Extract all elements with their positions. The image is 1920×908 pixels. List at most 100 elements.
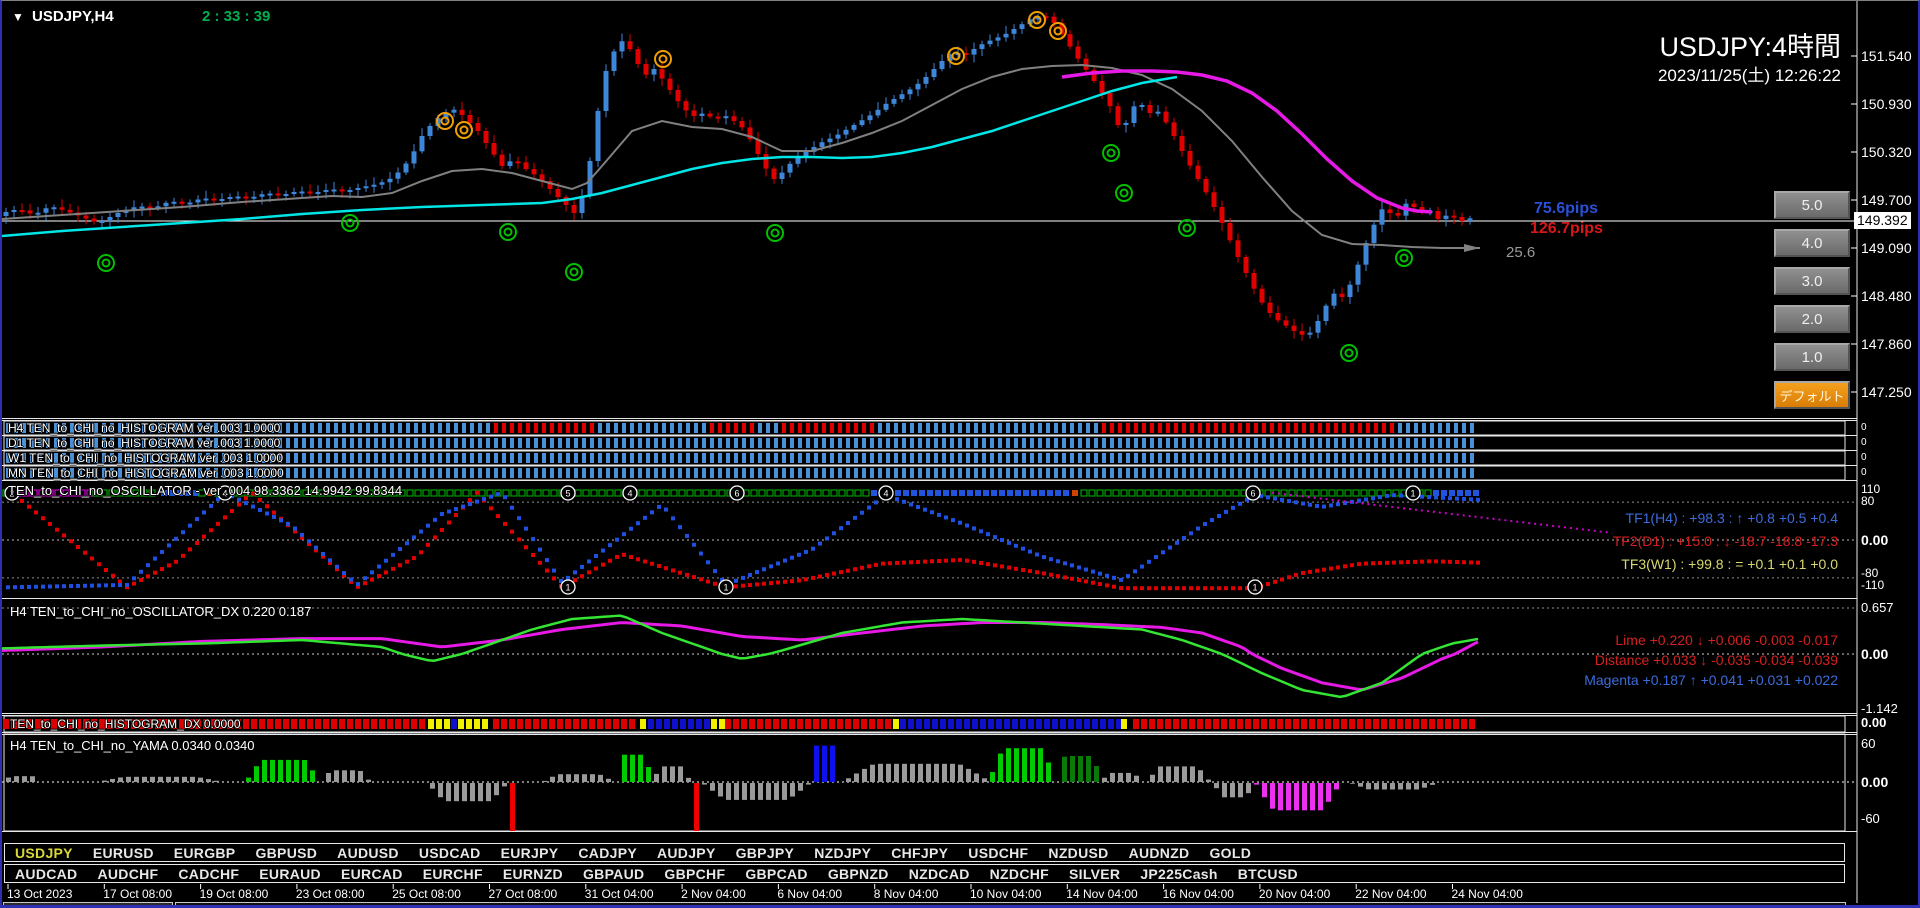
dx-readout-row: Magenta +0.187 ↑ +0.041 +0.031 +0.022 — [1584, 672, 1838, 688]
time-axis[interactable]: 13 Oct 2023 17 Oct 08:00 19 Oct 08:00 23 Oc… — [2, 885, 1847, 903]
tf-readout-row: TF3(W1) : +99.8 : = +0.1 +0.1 +0.0 — [1621, 556, 1838, 572]
svg-text:4: 4 — [222, 489, 227, 499]
symbol-tab-NZDJPY[interactable]: NZDJPY — [814, 844, 872, 861]
candle-timer: 2 : 33 : 39 — [202, 8, 271, 25]
pips-button-1.0[interactable]: 1.0 — [1774, 343, 1850, 371]
pips-button-2.0[interactable]: 2.0 — [1774, 305, 1850, 333]
svg-text:4: 4 — [883, 489, 888, 499]
tf-readout-row: TF1(H4) : +98.3 : ↑ +0.8 +0.5 +0.4 — [1625, 510, 1838, 526]
symbol-tab-CHFJPY[interactable]: CHFJPY — [891, 844, 949, 861]
symbol-tab-USDCHF[interactable]: USDCHF — [968, 844, 1029, 861]
svg-text:1: 1 — [723, 583, 728, 593]
subwindow-axis-label: -1.142 — [1861, 701, 1898, 716]
subwindow-axis-label: 80 — [1861, 494, 1875, 508]
price-axis-label: 151.540 — [1861, 48, 1912, 64]
symbol-tab-EURCHF[interactable]: EURCHF — [422, 865, 483, 882]
symbol-tab-EURGBP[interactable]: EURGBP — [173, 844, 236, 861]
dx-readout-row: Lime +0.220 ↓ +0.006 -0.003 -0.017 — [1615, 632, 1838, 648]
symbol-tab-GOLD[interactable]: GOLD — [1209, 844, 1252, 861]
subwindow-axis-label: -80 — [1861, 566, 1879, 580]
symbol-tab-CADCHF[interactable]: CADCHF — [178, 865, 240, 882]
chart-datetime: 2023/11/25(土) 12:26:22 — [1657, 66, 1841, 85]
symbol-tab-GBPCAD[interactable]: GBPCAD — [745, 865, 808, 882]
histogram-dx-label: TEN_to_CHI_no_HISTOGRAM_DX 0.0000 — [10, 717, 241, 731]
pips-lower-label: 126.7pips — [1530, 220, 1603, 237]
symbol-tab-AUDJPY[interactable]: AUDJPY — [656, 844, 716, 861]
time-axis-label: 25 Oct 08:00 — [392, 887, 461, 901]
dx-readout-row: Distance +0.033 ↓ -0.035 -0.034 -0.039 — [1594, 652, 1838, 668]
subwindow-axis-label: 0.00 — [1861, 715, 1887, 730]
chart-title: USDJPY:4時間 — [1659, 32, 1841, 62]
price-axis-label: 150.320 — [1861, 144, 1912, 160]
svg-text:5: 5 — [565, 489, 570, 499]
symbol-tab-EURCAD[interactable]: EURCAD — [340, 865, 403, 882]
time-axis-label: 20 Nov 04:00 — [1258, 887, 1331, 901]
symbol-tab-NZDCAD[interactable]: NZDCAD — [908, 865, 970, 882]
scrollbar-thumb[interactable] — [3, 902, 173, 905]
symbol-tabs-row2: AUDCAD AUDCHF CADCHF EURAUD EURCAD EURCHF EURN… — [4, 864, 1845, 883]
symbol-tab-BTCUSD[interactable]: BTCUSD — [1237, 865, 1298, 882]
time-axis-label: 10 Nov 04:00 — [970, 887, 1042, 901]
symbol-tab-NZDCHF[interactable]: NZDCHF — [989, 865, 1049, 882]
symbol-tab-AUDCAD[interactable]: AUDCAD — [15, 865, 78, 882]
time-axis-label: 17 Oct 08:00 — [103, 887, 173, 901]
symbol-tab-NZDUSD[interactable]: NZDUSD — [1048, 844, 1109, 861]
default-pips-button[interactable]: デフォルト — [1774, 381, 1850, 409]
time-axis-label: 2 Nov 04:00 — [681, 887, 746, 901]
subwindow-axis-label: 60 — [1861, 736, 1876, 751]
subwindow-axis-label: 0.00 — [1861, 532, 1889, 548]
pips-button-5.0[interactable]: 5.0 — [1774, 191, 1850, 219]
svg-text:2: 2 — [9, 489, 14, 499]
symbol-tabs-row1: USDJPY EURUSD EURGBP GBPUSD AUDUSD USDCAD EURJ… — [4, 843, 1845, 862]
pips-button-4.0[interactable]: 4.0 — [1774, 229, 1850, 257]
symbol-tab-GBPUSD[interactable]: GBPUSD — [255, 844, 318, 861]
time-axis-label: 22 Nov 04:00 — [1355, 887, 1427, 901]
time-axis-label: 13 Oct 2023 — [7, 887, 73, 901]
subwindow-axis-label: -60 — [1861, 811, 1880, 826]
symbol-tab-GBPJPY[interactable]: GBPJPY — [735, 844, 795, 861]
subwindow-axis-label: -110 — [1861, 578, 1885, 592]
symbol-tab-EURAUD[interactable]: EURAUD — [259, 865, 321, 882]
subwindow-axis-label: 0.00 — [1861, 774, 1889, 790]
time-axis-label: 24 Nov 04:00 — [1451, 887, 1523, 901]
time-axis-label: 14 Nov 04:00 — [1066, 887, 1138, 901]
svg-text:6: 6 — [734, 489, 739, 499]
current-price-badge: 149.392 — [1854, 212, 1911, 229]
subwindow-axis-label: 110 — [1861, 482, 1881, 496]
histogram-h4-label: H4 TEN_to_CHI_no_HISTOGRAM ver .003 1.00… — [8, 421, 281, 435]
symbol-tab-USDJPY[interactable]: USDJPY — [15, 844, 73, 861]
time-axis-label: 6 Nov 04:00 — [777, 887, 843, 901]
symbol-tab-GBPCHF[interactable]: GBPCHF — [664, 865, 726, 882]
subwindow-axis-label: 0 — [1861, 437, 1867, 448]
time-axis-label: 19 Oct 08:00 — [199, 887, 269, 901]
symbol-tab-EURUSD[interactable]: EURUSD — [92, 844, 154, 861]
symbol-tab-EURNZD[interactable]: EURNZD — [502, 865, 563, 882]
symbol-tab-USDCAD[interactable]: USDCAD — [418, 844, 481, 861]
symbol-tab-GBPNZD[interactable]: GBPNZD — [827, 865, 889, 882]
symbol-tab-AUDUSD[interactable]: AUDUSD — [337, 844, 399, 861]
histogram-mn-label: MN TEN_to_CHI_no_HISTOGRAM ver .003 1.00… — [8, 466, 284, 480]
subwindow-axis-label: 0 — [1861, 452, 1867, 463]
symbol-tab-SILVER[interactable]: SILVER — [1069, 865, 1121, 882]
svg-text:1: 1 — [1410, 489, 1415, 499]
time-axis-label: 31 Oct 04:00 — [584, 887, 654, 901]
price-axis-label: 147.860 — [1861, 336, 1912, 352]
time-axis-label: 8 Nov 04:00 — [873, 887, 939, 901]
symbol-tab-AUDNZD[interactable]: AUDNZD — [1128, 844, 1190, 861]
pips-button-3.0[interactable]: 3.0 — [1774, 267, 1850, 295]
time-axis-label: 16 Nov 04:00 — [1162, 887, 1234, 901]
scrollbar-track[interactable] — [175, 902, 1846, 905]
symbol-tab-EURJPY[interactable]: EURJPY — [500, 844, 559, 861]
tf-readout-row: TF2(D1) : +15.0 : ↓ -18.7 -18.8 -17.3 — [1612, 533, 1838, 549]
symbol-tab-AUDCHF[interactable]: AUDCHF — [97, 865, 159, 882]
symbol-tab-JP225Cash[interactable]: JP225Cash — [1140, 865, 1218, 882]
symbol-period-label: USDJPY,H4 — [32, 8, 114, 25]
svg-text:1: 1 — [1252, 583, 1257, 593]
svg-text:1: 1 — [565, 583, 570, 593]
symbol-tab-GBPAUD[interactable]: GBPAUD — [582, 865, 645, 882]
subwindow-axis-label: 0 — [1861, 467, 1867, 478]
symbol-tab-CADJPY[interactable]: CADJPY — [578, 844, 637, 861]
price-axis-label: 147.250 — [1861, 384, 1912, 400]
symbol-dropdown-icon[interactable]: ▼ — [12, 10, 24, 24]
